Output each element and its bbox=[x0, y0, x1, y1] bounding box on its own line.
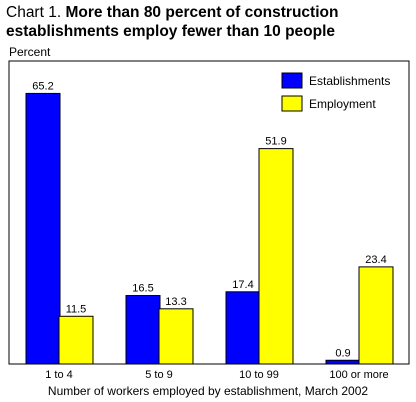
legend-swatch-establishments bbox=[281, 72, 303, 89]
bar-establishments-2 bbox=[125, 295, 161, 365]
bar-employment-4 bbox=[358, 266, 394, 365]
legend-label-establishments: Establishments bbox=[309, 74, 390, 88]
data-label-establishments-4: 0.9 bbox=[335, 347, 350, 359]
legend-swatch-employment bbox=[281, 95, 303, 112]
bar-establishments-3 bbox=[225, 291, 261, 365]
x-tick-label-3: 10 to 99 bbox=[239, 369, 279, 381]
data-label-establishments-2: 16.5 bbox=[132, 283, 153, 295]
data-label-employment-3: 51.9 bbox=[265, 136, 286, 148]
bar-establishments-1 bbox=[25, 92, 61, 365]
x-tick-label-4: 100 or more bbox=[329, 369, 388, 381]
data-label-establishments-1: 65.2 bbox=[32, 80, 53, 92]
bar-employment-2 bbox=[158, 308, 194, 365]
x-tick-label-1: 1 to 4 bbox=[45, 369, 73, 381]
tick-labels-group: 1 to 4 5 to 9 10 to 99 100 or more bbox=[45, 369, 388, 381]
chart-title-line-2: establishments employ fewer than 10 peop… bbox=[6, 23, 336, 40]
bar-employment-1 bbox=[58, 315, 94, 365]
bar-employment-3 bbox=[258, 148, 294, 365]
x-axis-label: Number of workers employed by establishm… bbox=[47, 384, 369, 398]
legend: Establishments Employment bbox=[281, 72, 390, 112]
legend-label-employment: Employment bbox=[309, 97, 376, 111]
y-axis-label: Percent bbox=[9, 45, 51, 59]
data-labels-group: 65.2 11.5 16.5 13.3 17.4 51.9 0.9 23.4 bbox=[32, 80, 386, 359]
chart-title-line-1: More than 80 percent of construction bbox=[65, 4, 339, 21]
data-label-employment-4: 23.4 bbox=[365, 254, 386, 266]
plot-frame bbox=[8, 60, 410, 365]
chart-title: Chart 1. More than 80 percent of constru… bbox=[6, 3, 414, 41]
x-tick-label-2: 5 to 9 bbox=[145, 369, 173, 381]
data-label-establishments-3: 17.4 bbox=[232, 279, 253, 291]
bars-group bbox=[25, 92, 394, 365]
data-label-employment-1: 11.5 bbox=[66, 303, 87, 315]
data-label-employment-2: 13.3 bbox=[165, 296, 186, 308]
bar-establishments-4 bbox=[325, 359, 361, 365]
chart-number: Chart 1. bbox=[6, 4, 62, 21]
